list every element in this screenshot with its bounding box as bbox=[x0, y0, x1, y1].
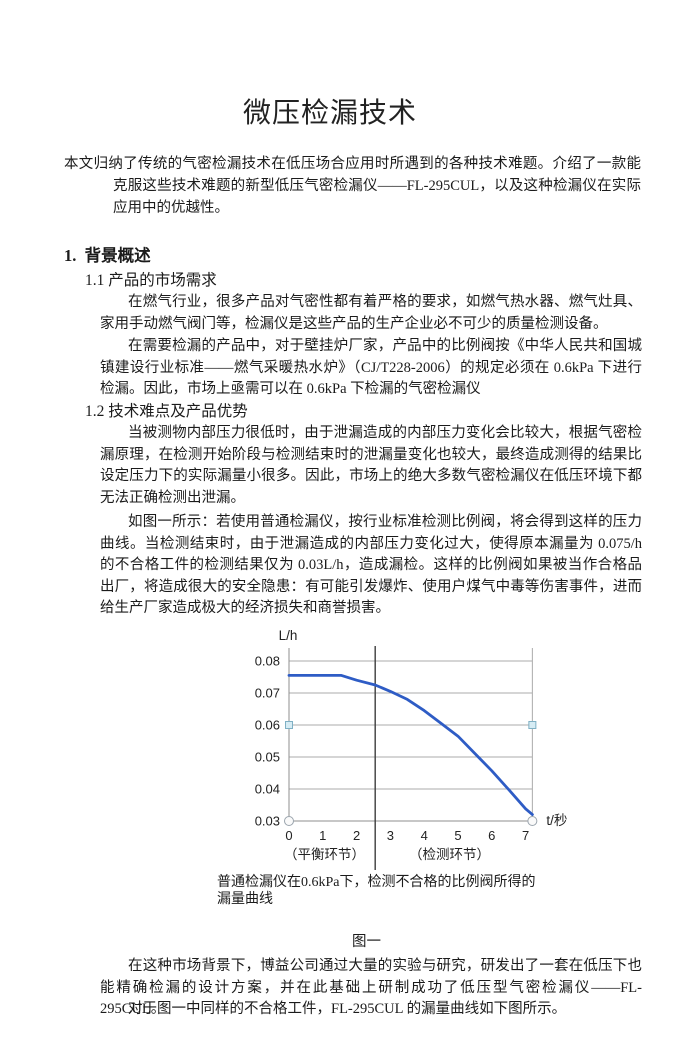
subsection-heading-technical-difficulty: 1.2 技术难点及产品优势 bbox=[85, 403, 248, 420]
paragraph-market-demand-2: 在需要检漏的产品中，对于壁挂炉厂家，产品中的比例阀按《中华人民共和国城镇建设行业… bbox=[100, 338, 642, 397]
x-tick-label: 6 bbox=[488, 828, 495, 843]
phase-label: （检测环节） bbox=[409, 847, 490, 862]
y-tick-label: 0.05 bbox=[255, 750, 280, 765]
page-title: 微压检漏技术 bbox=[242, 98, 417, 129]
abstract-paragraph: 本文归纳了传统的气密检漏技术在低压场合应用时所遇到的各种技术难题。介绍了一款能克… bbox=[64, 156, 641, 216]
x-tick-label: 0 bbox=[285, 828, 292, 843]
y-tick-label: 0.08 bbox=[255, 654, 280, 669]
leak-curve bbox=[287, 674, 534, 817]
corner-handle-circle bbox=[527, 816, 538, 826]
paragraph-market-demand-1: 在燃气行业，很多产品对气密性都有着严格的要求，如燃气热水器、燃气灶具、家用手动燃… bbox=[100, 294, 642, 332]
x-tick-label: 1 bbox=[319, 828, 326, 843]
edge-handle-square bbox=[285, 721, 293, 729]
figure-caption-line1: 普通检漏仪在0.6kPa下，检测不合格的比例阀所得的 bbox=[217, 875, 536, 890]
edge-handle-square bbox=[528, 721, 537, 729]
leak-rate-chart: 0.03 0.04 0.05 0.06 0.07 0.08 0 1 2 3 4 5 6 7 L/h t/秒 （平… bbox=[228, 628, 593, 878]
corner-handle-circle bbox=[284, 816, 294, 826]
y-tick-label: 0.04 bbox=[255, 782, 280, 797]
x-tick-label: 4 bbox=[421, 828, 428, 843]
figure-number-label: 图一 bbox=[352, 934, 381, 950]
x-axis-title: t/秒 bbox=[546, 813, 567, 828]
figure-caption: 普通检漏仪在0.6kPa下，检测不合格的比例阀所得的 漏量曲线 bbox=[217, 875, 557, 908]
leak-rate-chart-svg: 0.03 0.04 0.05 0.06 0.07 0.08 0 1 2 3 4 5 6 7 L/h t/秒 （平… bbox=[255, 628, 567, 870]
x-tick-label: 2 bbox=[353, 828, 360, 843]
y-tick-label: 0.07 bbox=[255, 686, 280, 701]
x-tick-label: 3 bbox=[387, 828, 394, 843]
x-tick-label: 5 bbox=[454, 828, 461, 843]
y-axis-title: L/h bbox=[279, 628, 298, 643]
x-tick-label: 7 bbox=[522, 828, 529, 843]
paragraph-closing-1: 在这种市场背景下，博益公司通过大量的实验与研究，研发出了一套在低压下也能精确检漏… bbox=[100, 958, 642, 1017]
phase-label: （平衡环节） bbox=[284, 847, 365, 862]
paragraph-closing-2: 对于图一中同样的不合格工件，FL-295CUL 的漏量曲线如下图所示。 bbox=[128, 1001, 567, 1017]
y-tick-label: 0.06 bbox=[255, 718, 280, 733]
paragraph-technical-1: 当被测物内部压力很低时，由于泄漏造成的内部压力变化会比较大，根据气密检漏原理，在… bbox=[100, 425, 642, 506]
subsection-heading-market-demand: 1.1 产品的市场需求 bbox=[85, 272, 217, 289]
figure-caption-line2: 漏量曲线 bbox=[217, 891, 273, 907]
paragraph-technical-2: 如图一所示：若使用普通检漏仪，按行业标准检测比例阀，将会得到这样的压力曲线。当检… bbox=[100, 514, 642, 616]
y-tick-label: 0.03 bbox=[255, 814, 280, 829]
section-heading-background: 1. 背景概述 bbox=[64, 246, 151, 265]
